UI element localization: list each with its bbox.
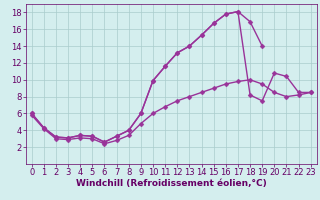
X-axis label: Windchill (Refroidissement éolien,°C): Windchill (Refroidissement éolien,°C): [76, 179, 267, 188]
